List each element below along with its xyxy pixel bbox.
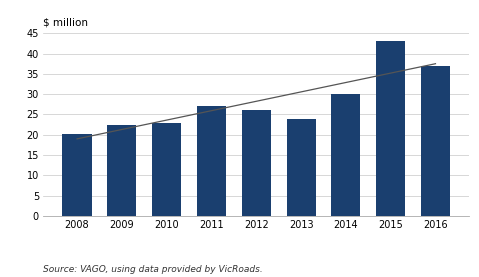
Bar xyxy=(197,106,226,216)
Bar xyxy=(152,123,181,216)
Bar xyxy=(421,66,450,216)
Bar xyxy=(376,41,405,216)
Bar xyxy=(107,125,137,216)
Text: Source: VAGO, using data provided by VicRoads.: Source: VAGO, using data provided by Vic… xyxy=(43,265,263,274)
Bar xyxy=(331,94,360,216)
Bar xyxy=(62,134,91,216)
Bar xyxy=(286,119,316,216)
Bar xyxy=(242,110,271,216)
Text: $ million: $ million xyxy=(43,18,88,28)
